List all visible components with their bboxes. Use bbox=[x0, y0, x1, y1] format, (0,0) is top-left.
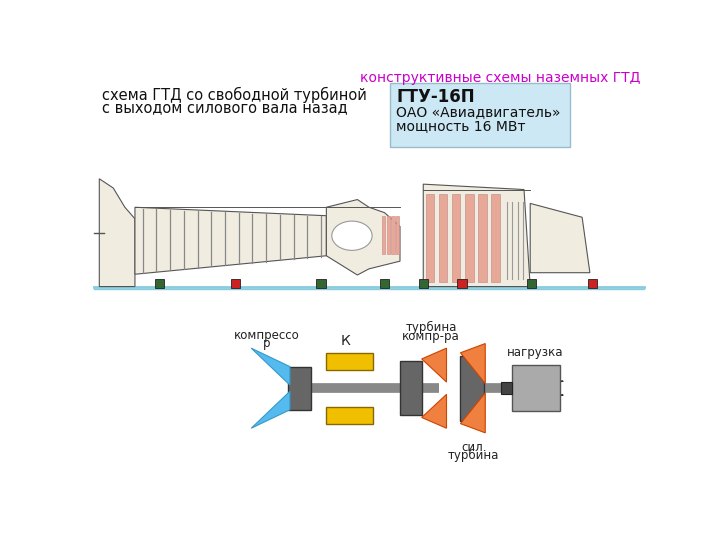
Bar bbox=[382, 215, 385, 254]
Text: нагрузка: нагрузка bbox=[508, 346, 564, 359]
Text: конструктивные схемы наземных ГТД: конструктивные схемы наземных ГТД bbox=[360, 71, 640, 85]
Polygon shape bbox=[423, 184, 530, 287]
Bar bbox=[316, 279, 325, 288]
Bar bbox=[492, 194, 500, 282]
Text: схема ГТД со свободной турбиной: схема ГТД со свободной турбиной bbox=[102, 86, 366, 103]
Text: с выходом силового вала назад: с выходом силового вала назад bbox=[102, 100, 347, 115]
Text: турбина: турбина bbox=[405, 321, 456, 334]
Bar bbox=[588, 279, 597, 288]
Text: компр-ра: компр-ра bbox=[402, 330, 460, 343]
Bar bbox=[418, 279, 428, 288]
Polygon shape bbox=[99, 179, 135, 287]
Text: р: р bbox=[263, 338, 271, 350]
Text: К: К bbox=[341, 334, 351, 348]
FancyBboxPatch shape bbox=[390, 83, 570, 147]
Bar bbox=[231, 279, 240, 288]
Polygon shape bbox=[461, 393, 485, 433]
Bar bbox=[400, 361, 422, 415]
Polygon shape bbox=[461, 343, 485, 383]
Bar bbox=[457, 279, 467, 288]
Polygon shape bbox=[251, 392, 290, 428]
Bar bbox=[326, 353, 373, 370]
Bar bbox=[396, 215, 399, 254]
Bar bbox=[287, 367, 311, 410]
Bar bbox=[465, 194, 474, 282]
Ellipse shape bbox=[332, 221, 372, 251]
Bar bbox=[155, 279, 164, 288]
Bar bbox=[438, 194, 447, 282]
Bar bbox=[380, 279, 389, 288]
Polygon shape bbox=[530, 204, 590, 273]
Text: ОАО «Авиадвигатель»: ОАО «Авиадвигатель» bbox=[396, 105, 561, 119]
Bar bbox=[500, 382, 512, 394]
Polygon shape bbox=[251, 348, 290, 385]
Bar bbox=[387, 215, 390, 254]
Polygon shape bbox=[422, 348, 446, 382]
Bar bbox=[452, 194, 461, 282]
Text: турбина: турбина bbox=[448, 449, 499, 462]
Text: компрессо: компрессо bbox=[234, 329, 300, 342]
Polygon shape bbox=[326, 200, 400, 275]
Text: ГТУ-16П: ГТУ-16П bbox=[396, 88, 474, 106]
Bar bbox=[426, 194, 434, 282]
Bar bbox=[512, 365, 559, 411]
Bar bbox=[461, 356, 484, 421]
Polygon shape bbox=[422, 394, 446, 428]
Text: мощность 16 МВт: мощность 16 МВт bbox=[396, 119, 526, 133]
Polygon shape bbox=[135, 207, 326, 274]
Bar bbox=[527, 279, 536, 288]
Text: сил.: сил. bbox=[461, 441, 487, 454]
Bar bbox=[392, 215, 395, 254]
Bar bbox=[326, 407, 373, 423]
Bar bbox=[478, 194, 487, 282]
